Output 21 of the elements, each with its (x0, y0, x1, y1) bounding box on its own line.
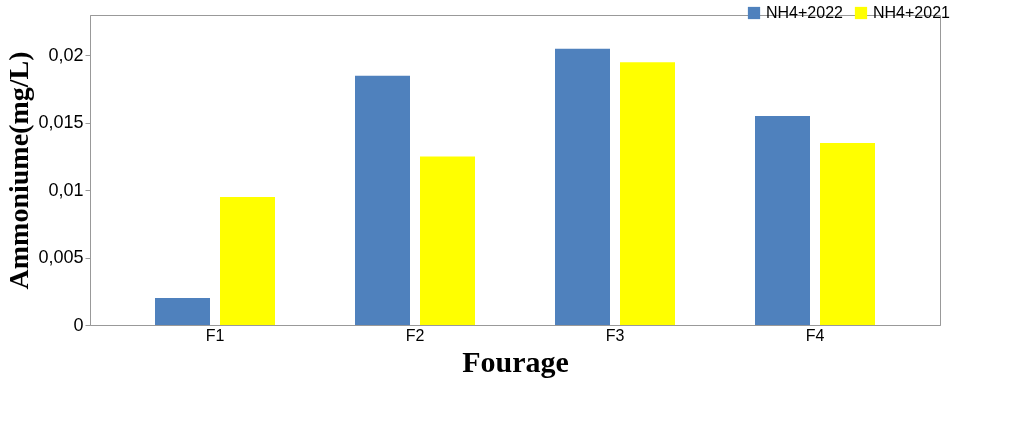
bar (620, 62, 675, 325)
x-tick-label: F1 (205, 326, 225, 344)
bar (155, 298, 210, 325)
x-tick-label: F2 (405, 326, 425, 344)
bar (755, 116, 810, 325)
y-tick-label: 0,01 (48, 179, 84, 200)
x-axis-title: Fourage (462, 344, 569, 378)
x-tick-label: F4 (805, 326, 825, 344)
bar (420, 156, 475, 325)
legend-label: NH4+2022 (766, 4, 844, 21)
y-tick-label: 0,02 (48, 44, 84, 65)
legend-label: NH4+2021 (873, 4, 951, 21)
bar (555, 48, 610, 325)
y-tick-label: 0,015 (38, 112, 84, 133)
y-tick-label: 0 (73, 314, 84, 335)
bar (220, 196, 275, 325)
x-tick-label: F3 (605, 326, 625, 344)
bar (355, 75, 410, 325)
y-axis-title: Ammoniume(mg/L) (3, 51, 35, 290)
y-tick-label: 0,005 (38, 247, 84, 268)
bar (820, 143, 875, 325)
